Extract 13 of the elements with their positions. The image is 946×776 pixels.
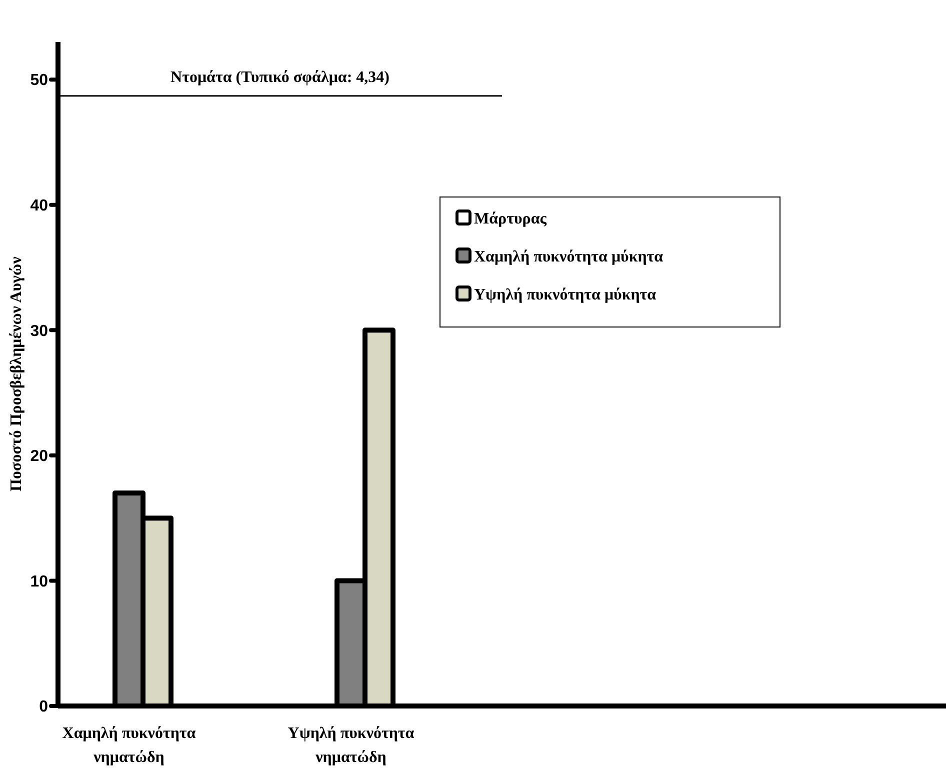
x-tick-label: Χαμηλή πυκνότητα νηματώδη <box>62 725 196 766</box>
y-axis-title: Ποσοστό Προσβεβλημένων Αυγών <box>8 256 25 492</box>
y-tick-label: 10 <box>30 573 48 590</box>
y-tick-label: 0 <box>39 698 48 716</box>
legend-label: Υψηλή πυκνότητα μύκητα <box>474 286 656 304</box>
legend-label: Χαμηλή πυκνότητα μύκητα <box>474 248 664 266</box>
legend-label: Μάρτυρας <box>474 210 547 228</box>
y-tick-label: 40 <box>30 197 48 214</box>
annotation: Ντομάτα (Τυπικό σφάλμα: 4,34) <box>170 69 390 86</box>
y-tick-label: 30 <box>30 322 48 340</box>
y-tick-label: 50 <box>30 72 48 90</box>
x-tick-label: Υψηλή πυκνότητα νηματώδη <box>288 725 414 766</box>
y-tick-label: 20 <box>30 448 48 466</box>
